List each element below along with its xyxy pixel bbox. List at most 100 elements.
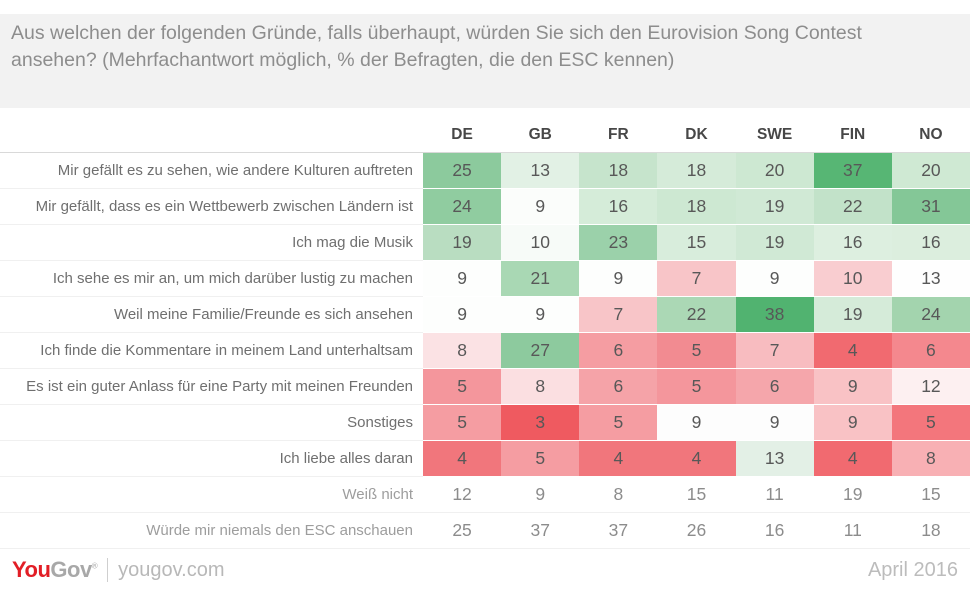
- value-cell: 9: [423, 297, 502, 333]
- column-header: DK: [657, 126, 736, 153]
- value-cell: 9: [657, 405, 736, 441]
- value-cell: 16: [891, 225, 970, 261]
- column-header: FIN: [813, 126, 892, 153]
- value-cell: 4: [579, 441, 658, 477]
- footer-url: yougov.com: [118, 558, 225, 581]
- value-cell: 15: [657, 225, 736, 261]
- value-cell: 13: [891, 261, 970, 297]
- value-cell: 21: [501, 261, 580, 297]
- row-label: Weiß nicht: [0, 477, 423, 513]
- value-cell: 23: [579, 225, 658, 261]
- table-row: Mir gefällt, dass es ein Wettbewerb zwis…: [0, 189, 970, 225]
- table-row: Ich finde die Kommentare in meinem Land …: [0, 333, 970, 369]
- value-cell: 11: [813, 513, 892, 549]
- value-cell: 38: [735, 297, 814, 333]
- value-cell: 4: [813, 441, 892, 477]
- row-label: Mir gefällt, dass es ein Wettbewerb zwis…: [0, 189, 423, 225]
- value-cell: 9: [735, 405, 814, 441]
- value-cell: 4: [657, 441, 736, 477]
- value-cell: 37: [501, 513, 580, 549]
- value-cell: 5: [657, 369, 736, 405]
- value-cell: 37: [579, 513, 658, 549]
- value-cell: 10: [501, 225, 580, 261]
- value-cell: 5: [501, 441, 580, 477]
- value-cell: 25: [423, 153, 502, 189]
- value-cell: 5: [423, 405, 502, 441]
- footer-date: April 2016: [867, 558, 958, 581]
- value-cell: 10: [813, 261, 892, 297]
- value-cell: 7: [735, 333, 814, 369]
- column-header: GB: [501, 126, 580, 153]
- value-cell: 8: [579, 477, 658, 513]
- value-cell: 6: [891, 333, 970, 369]
- row-label: Ich liebe alles daran: [0, 441, 423, 477]
- value-cell: 37: [813, 153, 892, 189]
- value-cell: 9: [735, 261, 814, 297]
- value-cell: 8: [423, 333, 502, 369]
- value-cell: 19: [813, 297, 892, 333]
- value-cell: 16: [735, 513, 814, 549]
- row-label: Würde mir niemals den ESC anschauen: [0, 513, 423, 549]
- value-cell: 5: [423, 369, 502, 405]
- table-row: Weil meine Familie/Freunde es sich anseh…: [0, 297, 970, 333]
- value-cell: 19: [423, 225, 502, 261]
- value-cell: 22: [813, 189, 892, 225]
- value-cell: 22: [657, 297, 736, 333]
- value-cell: 9: [813, 369, 892, 405]
- value-cell: 13: [735, 441, 814, 477]
- value-cell: 5: [657, 333, 736, 369]
- chart-title: Aus welchen der folgenden Gründe, falls …: [0, 14, 970, 108]
- value-cell: 26: [657, 513, 736, 549]
- value-cell: 24: [423, 189, 502, 225]
- registered-mark: ®: [91, 561, 98, 571]
- value-cell: 16: [813, 225, 892, 261]
- table-row: Weiß nicht 12 9 8 15 11 19 15: [0, 477, 970, 513]
- value-cell: 18: [579, 153, 658, 189]
- column-header: FR: [579, 126, 658, 153]
- value-cell: 11: [735, 477, 814, 513]
- row-label: Es ist ein guter Anlass für eine Party m…: [0, 369, 423, 405]
- table-row: Würde mir niemals den ESC anschauen 25 37 3…: [0, 513, 970, 549]
- value-cell: 18: [657, 189, 736, 225]
- value-cell: 3: [501, 405, 580, 441]
- value-cell: 12: [423, 477, 502, 513]
- row-label-header: [0, 126, 423, 153]
- value-cell: 9: [423, 261, 502, 297]
- value-cell: 20: [891, 153, 970, 189]
- value-cell: 9: [501, 189, 580, 225]
- row-label: Ich mag die Musik: [0, 225, 423, 261]
- column-header: DE: [423, 126, 502, 153]
- value-cell: 16: [579, 189, 658, 225]
- value-cell: 4: [813, 333, 892, 369]
- row-label: Ich finde die Kommentare in meinem Land …: [0, 333, 423, 369]
- table-row: Ich liebe alles daran 4 5 4 4 13 4 8: [0, 441, 970, 477]
- value-cell: 19: [735, 225, 814, 261]
- value-cell: 20: [735, 153, 814, 189]
- value-cell: 7: [657, 261, 736, 297]
- heatmap-table: DE GB FR DK SWE FIN NO Mir gefällt es zu sehen…: [0, 126, 970, 549]
- value-cell: 5: [891, 405, 970, 441]
- yougov-logo: YouGov®: [12, 557, 98, 583]
- value-cell: 15: [657, 477, 736, 513]
- value-cell: 24: [891, 297, 970, 333]
- row-label: Mir gefällt es zu sehen, wie andere Kult…: [0, 153, 423, 189]
- value-cell: 31: [891, 189, 970, 225]
- value-cell: 13: [501, 153, 580, 189]
- value-cell: 15: [891, 477, 970, 513]
- value-cell: 12: [891, 369, 970, 405]
- top-margin: [0, 0, 970, 14]
- value-cell: 18: [657, 153, 736, 189]
- table-row: Ich sehe es mir an, um mich darüber lust…: [0, 261, 970, 297]
- value-cell: 9: [501, 297, 580, 333]
- value-cell: 19: [813, 477, 892, 513]
- footer-divider: [107, 558, 109, 582]
- column-header-row: DE GB FR DK SWE FIN NO: [0, 126, 970, 153]
- table-row: Sonstiges 5 3 5 9 9 9 5: [0, 405, 970, 441]
- value-cell: 6: [579, 333, 658, 369]
- table-row: Ich mag die Musik 19 10 23 15 19 16 16: [0, 225, 970, 261]
- table-row: Mir gefällt es zu sehen, wie andere Kult…: [0, 153, 970, 189]
- value-cell: 6: [579, 369, 658, 405]
- value-cell: 5: [579, 405, 658, 441]
- row-label: Ich sehe es mir an, um mich darüber lust…: [0, 261, 423, 297]
- value-cell: 8: [501, 369, 580, 405]
